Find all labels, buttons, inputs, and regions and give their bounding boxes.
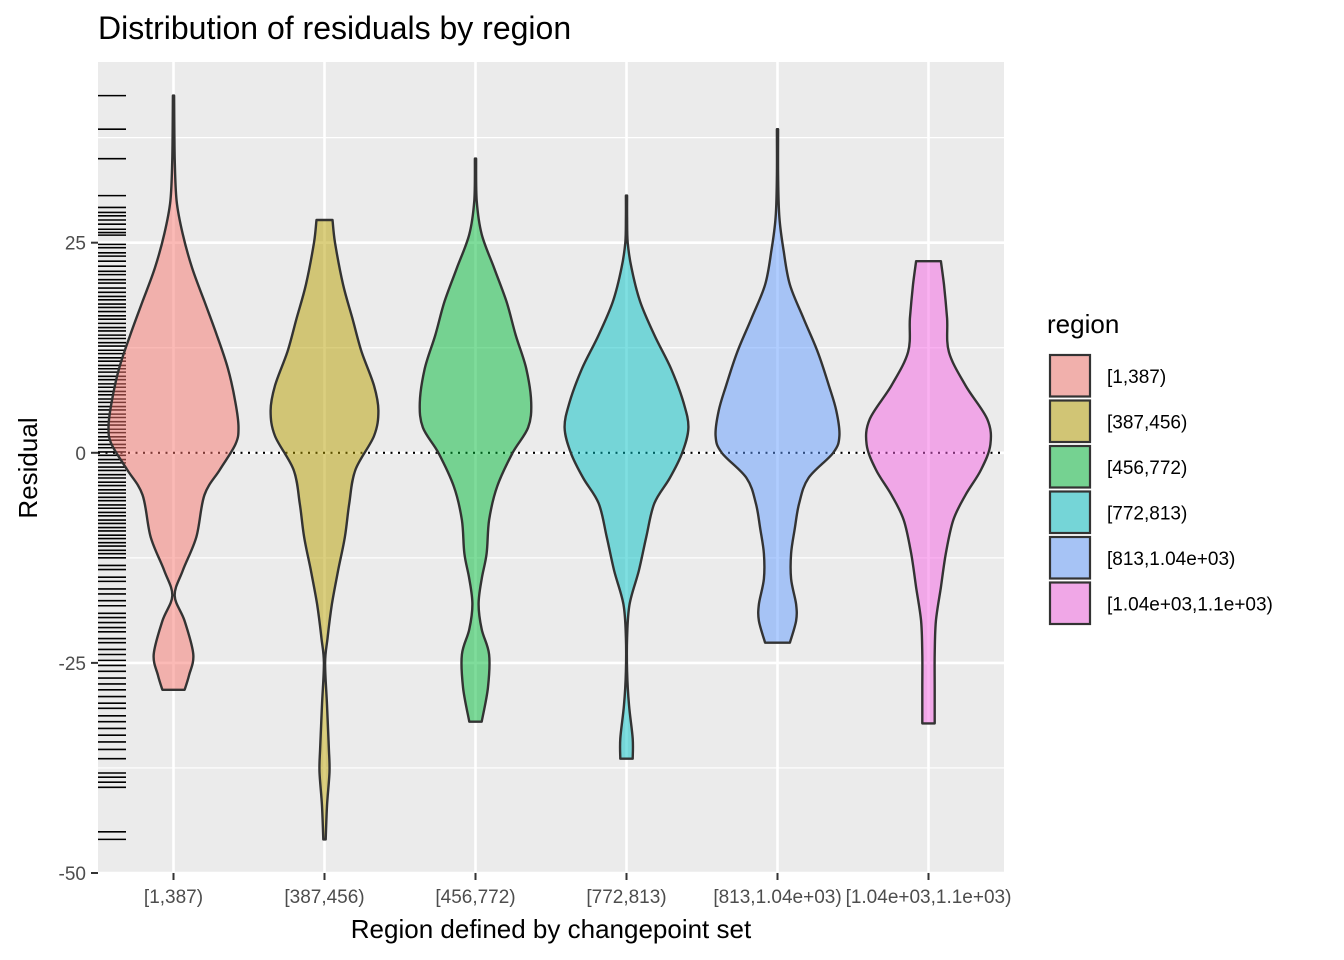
y-tick-label: 0 [75, 444, 86, 465]
legend-swatch [1048, 490, 1092, 535]
minor-gridlines [98, 137, 1004, 769]
y-tick-label: -25 [59, 654, 86, 675]
legend-swatch [1048, 535, 1092, 580]
legend-swatch [1048, 444, 1092, 489]
legend-label: [387,456) [1107, 412, 1187, 433]
y-tick-label: 25 [65, 234, 86, 255]
x-tick-label: [813,1.04e+03) [713, 887, 841, 908]
x-tick-label: [1,387) [144, 887, 203, 908]
violin-5 [714, 127, 841, 644]
x-tick-label: [387,456) [284, 887, 364, 908]
violins [107, 94, 993, 841]
legend-title: region [1047, 309, 1119, 339]
rug-marks [98, 94, 126, 841]
y-tick-label: -50 [59, 864, 86, 885]
violin-3 [418, 157, 533, 723]
legend-swatch [1048, 581, 1092, 626]
legend-swatch [1048, 399, 1092, 444]
plot-panel [98, 62, 1004, 873]
x-axis-label: Region defined by changepoint set [351, 914, 752, 944]
legend-label: [1.04e+03,1.1e+03) [1107, 594, 1273, 615]
x-tick-label: [456,772) [435, 887, 515, 908]
violin-1 [107, 94, 240, 691]
x-tick-label: [1.04e+03,1.1e+03) [846, 887, 1012, 908]
y-axis-label: Residual [13, 417, 43, 518]
legend-swatch [1048, 353, 1092, 398]
violin-2 [269, 218, 380, 841]
legend-label: [1,387) [1107, 367, 1166, 388]
legend-label: [813,1.04e+03) [1107, 549, 1235, 570]
legend: region [1,387) [387,456) [456,772) [772,813… [1047, 309, 1273, 626]
x-tick-label: [772,813) [586, 887, 666, 908]
chart-title: Distribution of residuals by region [98, 10, 571, 46]
x-axis: [1,387) [387,456) [456,772) [772,813) [813,1… [144, 873, 1012, 908]
legend-label: [772,813) [1107, 503, 1187, 524]
y-axis: -50 -25 0 25 [59, 234, 98, 885]
violin-6 [864, 260, 993, 725]
legend-label: [456,772) [1107, 458, 1187, 479]
violin-4 [563, 194, 690, 760]
